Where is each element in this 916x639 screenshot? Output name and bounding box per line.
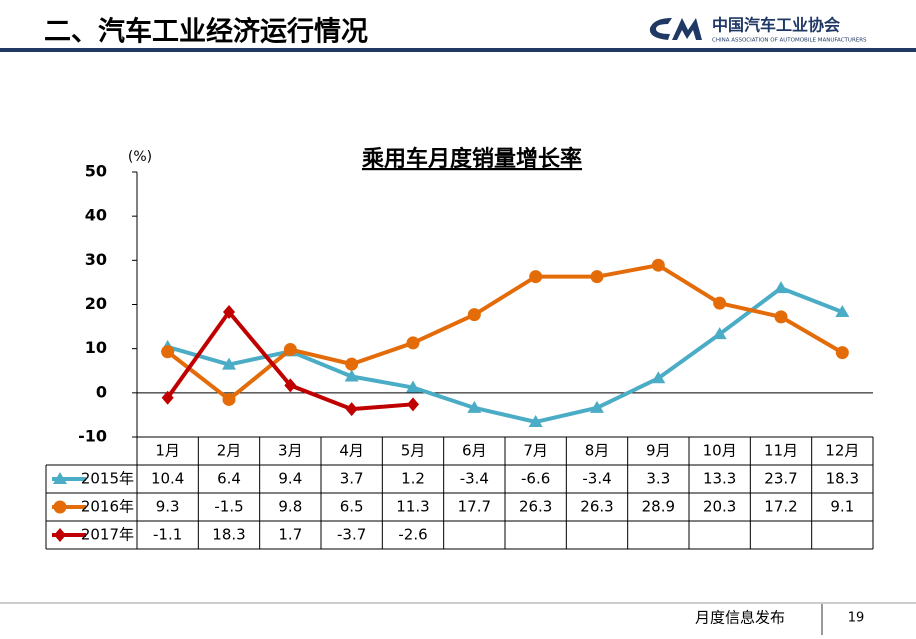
table-value: 18.3 (826, 470, 859, 488)
series-line (166, 263, 844, 402)
table-value: 6.5 (340, 498, 364, 516)
table-value: -3.4 (460, 470, 489, 488)
logo-mark (649, 18, 702, 40)
table-value: 1.2 (401, 470, 425, 488)
legend-marker (53, 472, 67, 484)
y-tick-label: 10 (85, 338, 107, 357)
table-value: 6.4 (217, 470, 241, 488)
series-marker (651, 258, 665, 272)
x-tick-label: 10月 (703, 442, 737, 460)
y-tick-label: 20 (85, 294, 107, 313)
legend-label: 2016年 (81, 498, 134, 516)
slide-title: 二、汽车工业经济运行情况 (44, 16, 368, 48)
series-marker (651, 371, 666, 384)
header-rule (0, 48, 916, 52)
table-value: 9.8 (278, 498, 302, 516)
series-marker (774, 310, 788, 324)
series-marker (222, 392, 236, 406)
series-marker (283, 343, 297, 357)
table-value: -1.5 (214, 498, 243, 516)
series-marker (590, 270, 604, 284)
y-tick-label: 0 (96, 382, 107, 401)
table-value: 18.3 (212, 526, 245, 544)
series-marker (467, 400, 482, 413)
series-marker (223, 305, 235, 320)
series-marker (344, 369, 359, 382)
table-value: 11.3 (396, 498, 429, 516)
legend-marker (54, 528, 66, 542)
series-marker (161, 345, 175, 359)
series-marker (407, 397, 419, 412)
legend-label: 2017年 (81, 526, 134, 544)
table-value: 28.9 (642, 498, 675, 516)
table-value: 26.3 (519, 498, 552, 516)
series-marker (406, 336, 420, 350)
x-tick-label: 11月 (764, 442, 798, 460)
x-tick-label: 12月 (825, 442, 859, 460)
series-marker (345, 402, 358, 417)
series-line (166, 310, 414, 412)
x-tick-label: 4月 (339, 442, 364, 460)
series-marker (713, 296, 727, 310)
table-value: 20.3 (703, 498, 736, 516)
series-marker (712, 327, 727, 340)
series-marker (529, 270, 543, 284)
series-marker (345, 357, 359, 371)
x-tick-label: 5月 (401, 442, 426, 460)
x-tick-label: 8月 (585, 442, 610, 460)
footer-text: 月度信息发布 (695, 609, 785, 627)
table-value: -6.6 (521, 470, 550, 488)
page-number: 19 (848, 611, 865, 626)
table-value: 13.3 (703, 470, 736, 488)
table-value: 9.3 (156, 498, 180, 516)
y-tick-label: 40 (85, 206, 107, 225)
series-marker (835, 346, 849, 360)
x-tick-label: 6月 (462, 442, 487, 460)
series-marker (528, 414, 543, 427)
series-marker (161, 390, 174, 405)
series-marker (835, 305, 850, 318)
series-line (167, 286, 844, 424)
table-value: 3.7 (340, 470, 364, 488)
series-marker (406, 380, 420, 393)
table-value: 1.7 (278, 526, 302, 544)
x-tick-label: 3月 (278, 442, 303, 460)
legend-marker (53, 500, 67, 514)
table-value: 23.7 (764, 470, 797, 488)
y-axis-label: (%) (128, 149, 152, 165)
table-value: -1.1 (153, 526, 182, 544)
table-value: 17.2 (764, 498, 797, 516)
logo: 中国汽车工业协会 CHINA ASSOCIATION OF AUTOMOBILE… (649, 16, 867, 44)
table-value: -3.7 (337, 526, 366, 544)
y-tick-label: 30 (85, 250, 107, 269)
table-value: 3.3 (646, 470, 670, 488)
table-value: 9.1 (830, 498, 854, 516)
x-tick-label: 2月 (217, 442, 242, 460)
logo-text: 中国汽车工业协会 (712, 16, 840, 35)
x-tick-label: 9月 (646, 442, 671, 460)
chart-title: 乘用车月度销量增长率 (361, 146, 582, 172)
series-marker (222, 357, 236, 370)
legend-label: 2015年 (81, 470, 134, 488)
table-value: -2.6 (398, 526, 427, 544)
table-value: 17.7 (458, 498, 491, 516)
table-value: -3.4 (582, 470, 611, 488)
x-tick-label: 1月 (155, 442, 180, 460)
series-marker (467, 308, 481, 322)
logo-subtext: CHINA ASSOCIATION OF AUTOMOBILE MANUFACT… (712, 38, 867, 44)
table-value: 10.4 (151, 470, 184, 488)
series-marker (590, 400, 604, 413)
table-value: 26.3 (580, 498, 613, 516)
series-marker (774, 281, 788, 294)
y-tick-label: -10 (78, 427, 107, 446)
series-marker (284, 378, 297, 393)
y-tick-label: 50 (85, 162, 107, 181)
x-tick-label: 7月 (523, 442, 548, 460)
table-value: 9.4 (278, 470, 302, 488)
